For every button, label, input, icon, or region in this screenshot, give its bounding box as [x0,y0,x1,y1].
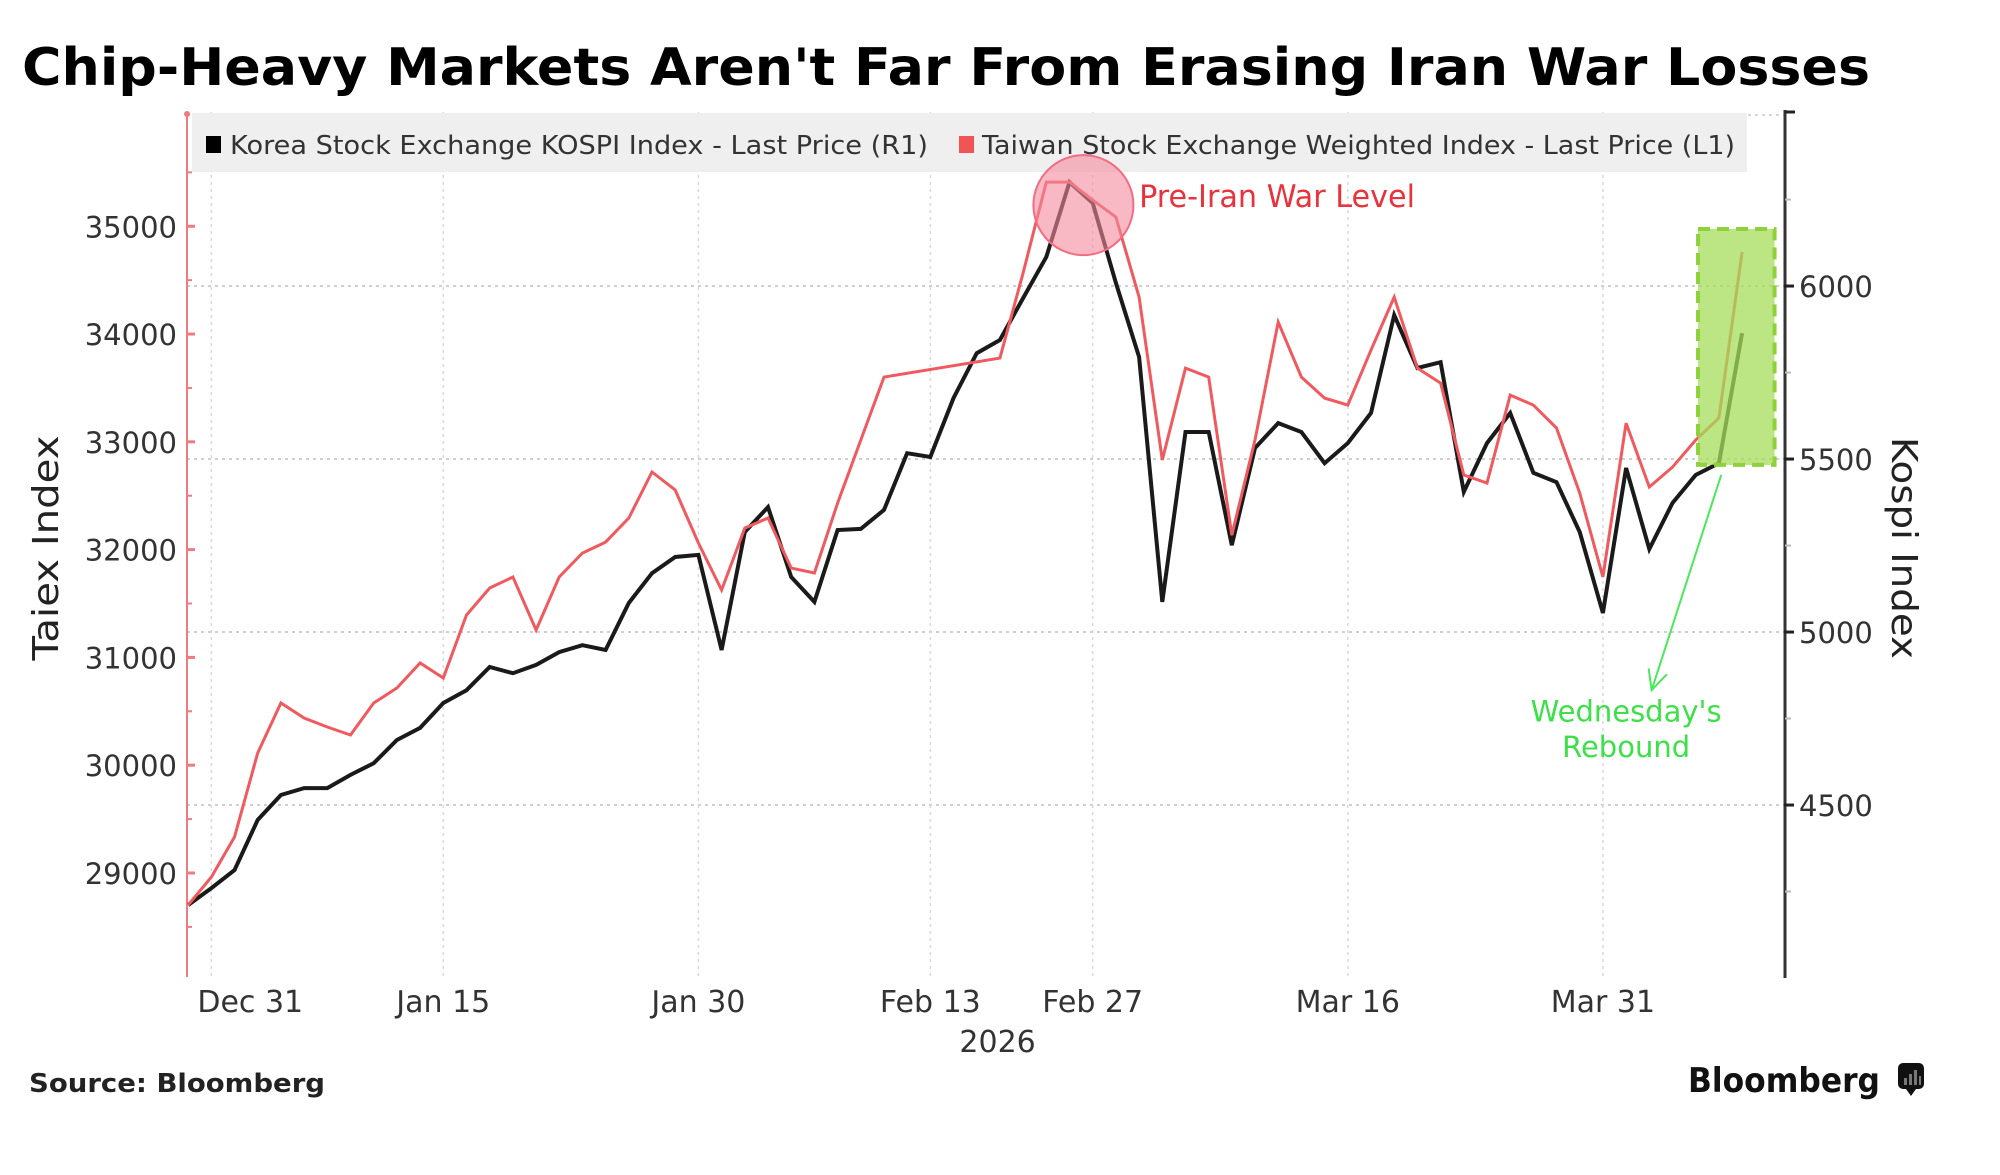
x-axis-year-label: 2026 [959,1025,1035,1060]
right-axis-tick-label: 4500 [1799,789,1873,823]
source-note: Source: Bloomberg [29,1069,325,1099]
left-axis-end-marker [184,111,190,117]
legend-label-taiex: Taiwan Stock Exchange Weighted Index - L… [981,131,1735,161]
taiex-line [187,180,1744,906]
legend-swatch-kospi [206,136,221,153]
axes: 29000 30000 31000 32000 33000 34000 35000 4500… [26,110,1924,1060]
x-axis-tick-label: Feb 27 [1042,985,1143,1020]
x-axis-tick-label: Mar 16 [1296,985,1400,1020]
right-axis-ticks: 4500 5000 5500 6000 [1784,110,1873,893]
brand-name: Bloomberg [1688,1061,1880,1101]
left-axis-tick-label: 34000 [85,318,177,352]
left-axis-tick-label: 33000 [85,426,177,460]
left-axis-tick-label: 29000 [85,857,177,891]
right-axis-tick-label: 6000 [1799,270,1873,304]
chart-title: Chip-Heavy Markets Aren't Far From Erasi… [22,38,1870,98]
x-axis-ticks: Dec 31 Jan 15 Jan 30 Feb 13 Feb 27 Mar 16 Mar … [197,985,1655,1020]
left-axis-tick-label: 30000 [85,749,177,783]
pre-war-level-circle [1032,154,1135,257]
right-axis-tick-label: 5500 [1799,443,1873,477]
rebound-label-line: Wednesday's [1531,695,1722,729]
bloomberg-logo: Bloomberg [1688,1061,1924,1101]
legend: Korea Stock Exchange KOSPI Index - Last … [192,113,1747,172]
left-axis-tick-label: 32000 [85,534,177,568]
left-axis-tick-label: 35000 [85,210,177,244]
bloomberg-terminal-icon [1898,1063,1924,1096]
rebound-arrow-head [1647,668,1668,693]
left-axis-ticks: 29000 30000 31000 32000 33000 34000 35000 [85,111,195,928]
right-axis-tick-label: 5000 [1799,616,1873,650]
x-axis-tick-label: Mar 31 [1551,985,1655,1020]
legend-swatch-taiex [959,136,974,153]
x-axis-tick-label: Dec 31 [197,985,303,1020]
rebound-highlight-box [1696,226,1777,467]
left-axis-tick-label: 31000 [85,641,177,675]
rebound-label-line: Rebound [1562,730,1690,764]
right-axis-title: Kospi Index [1883,437,1924,659]
pre-war-level-label: Pre-Iran War Level [1139,179,1415,215]
x-axis-tick-label: Feb 13 [880,985,981,1020]
left-axis-title: Taiex Index [26,436,67,662]
legend-label-kospi: Korea Stock Exchange KOSPI Index - Last … [230,131,928,161]
x-axis-tick-label: Jan 15 [394,985,490,1020]
gridlines [187,112,1785,977]
kospi-line [187,178,1745,907]
x-axis-tick-label: Jan 30 [649,985,745,1020]
rebound-arrow [1650,474,1723,691]
